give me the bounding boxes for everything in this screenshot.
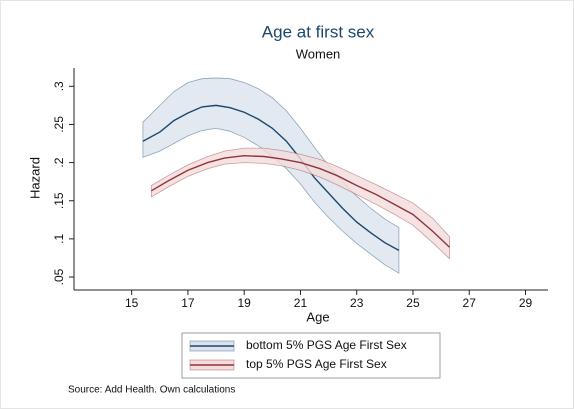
x-tick-label: 17 bbox=[181, 296, 195, 310]
y-tick-label: .15 bbox=[52, 192, 66, 209]
confidence-band bbox=[142, 77, 400, 274]
x-tick-label: 29 bbox=[519, 296, 533, 310]
x-tick-label: 23 bbox=[350, 296, 364, 310]
note: Source: Add Health. Own calculations bbox=[68, 385, 235, 396]
chart-title: Age at first sex bbox=[262, 22, 375, 41]
legend-label: bottom 5% PGS Age First Sex bbox=[246, 338, 407, 352]
series-line bbox=[151, 155, 451, 248]
x-tick-label: 21 bbox=[294, 296, 308, 310]
y-tick-label: .3 bbox=[52, 81, 66, 91]
x-tick-label: 15 bbox=[125, 296, 139, 310]
series-line bbox=[142, 104, 400, 251]
chart-subtitle: Women bbox=[296, 46, 341, 61]
y-tick-label: .1 bbox=[52, 234, 66, 244]
confidence-band bbox=[150, 147, 450, 260]
y-tick-label: .25 bbox=[52, 116, 66, 133]
x-tick-label: 27 bbox=[463, 296, 477, 310]
y-axis-label: Hazard bbox=[27, 157, 42, 199]
x-tick-label: 25 bbox=[406, 296, 420, 310]
legend-label: top 5% PGS Age First Sex bbox=[246, 357, 387, 371]
y-tick-label: .2 bbox=[52, 157, 66, 167]
legend bbox=[181, 332, 441, 379]
x-tick-label: 19 bbox=[238, 296, 252, 310]
y-tick-label: .05 bbox=[52, 268, 66, 285]
x-axis-label: Age bbox=[306, 309, 329, 324]
